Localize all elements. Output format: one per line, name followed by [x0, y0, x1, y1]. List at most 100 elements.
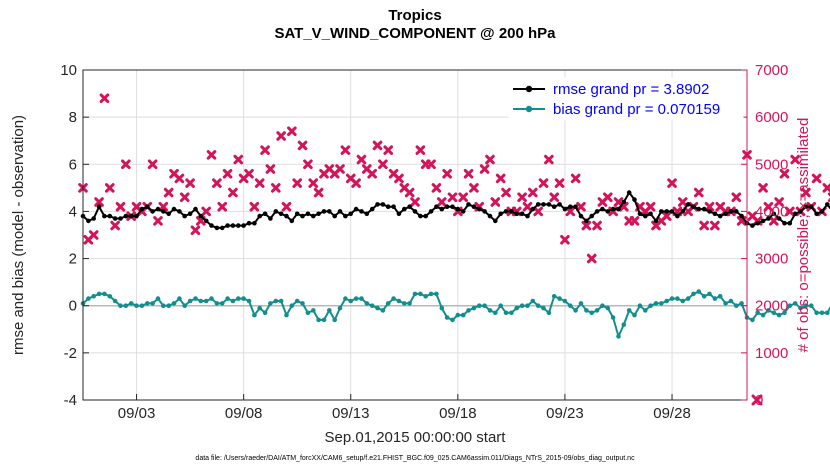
- rmse-point: [750, 223, 755, 228]
- bias-point: [621, 322, 627, 327]
- obs-point: [490, 197, 501, 207]
- legend-bias-marker: [525, 105, 533, 113]
- rmse-point: [327, 209, 332, 214]
- left-y-tick-label: 2: [69, 251, 77, 268]
- rmse-point: [643, 213, 648, 219]
- rmse-point: [450, 204, 455, 209]
- bias-point: [278, 298, 284, 304]
- obs-point: [394, 173, 404, 184]
- rmse-point: [675, 213, 680, 219]
- rmse-point: [257, 213, 263, 219]
- bias-point: [134, 303, 139, 309]
- rmse-point: [562, 206, 568, 212]
- bias-point: [155, 296, 161, 301]
- series-rmse: [80, 190, 830, 231]
- bias-point: [219, 301, 225, 306]
- obs-point: [201, 206, 211, 217]
- rmse-point: [332, 213, 338, 219]
- rmse-point: [359, 209, 364, 214]
- rmse-point: [444, 204, 450, 209]
- obs-point: [581, 220, 592, 231]
- rmse-point: [166, 211, 171, 217]
- bias-point: [327, 308, 332, 313]
- bias-point: [262, 310, 268, 316]
- bias-point: [637, 303, 643, 309]
- bias-point: [268, 301, 273, 306]
- bias-point: [482, 303, 487, 309]
- bias-point: [503, 310, 509, 316]
- obs-point: [431, 183, 442, 193]
- rmse-point: [685, 202, 691, 207]
- obs-point: [758, 183, 768, 193]
- rmse-point: [728, 209, 734, 214]
- bias-point: [460, 312, 466, 318]
- legend-bias-label: bias grand pr = 0.070159: [553, 101, 720, 118]
- obs-point: [811, 173, 822, 184]
- rmse-point: [477, 206, 482, 212]
- obs-point: [222, 168, 233, 179]
- bias-point: [385, 301, 391, 306]
- bias-point: [257, 305, 263, 311]
- bias-point: [819, 310, 825, 316]
- rmse-point: [701, 206, 707, 212]
- bias-point: [573, 308, 578, 313]
- bias-point: [562, 298, 568, 304]
- chart-title-line1: Tropics: [388, 7, 441, 24]
- bias-point: [605, 305, 611, 311]
- bias-point: [444, 315, 450, 320]
- rmse-point: [584, 218, 589, 224]
- bias-point: [343, 296, 348, 301]
- bias-point: [584, 308, 589, 313]
- bias-point: [535, 303, 541, 309]
- rmse-point: [311, 213, 316, 219]
- bias-point: [803, 303, 809, 309]
- rmse-point: [648, 211, 653, 217]
- obs-point: [308, 178, 319, 188]
- bias-point: [685, 296, 691, 301]
- bias-point: [418, 291, 423, 297]
- bias-point: [380, 308, 386, 313]
- rmse-point: [193, 206, 198, 212]
- obs-point: [270, 183, 281, 193]
- bias-point: [150, 301, 155, 306]
- bias-point: [477, 303, 482, 309]
- rmse-point: [134, 213, 139, 219]
- bias-point: [96, 291, 102, 297]
- rmse-point: [439, 206, 445, 212]
- obs-point: [260, 145, 270, 155]
- rmse-point: [225, 223, 230, 228]
- obs-point: [367, 168, 377, 179]
- rmse-point: [471, 204, 477, 209]
- rmse-point: [594, 209, 600, 214]
- rmse-point: [236, 223, 241, 228]
- obs-point: [694, 187, 704, 198]
- rmse-point: [771, 211, 777, 217]
- rmse-point: [300, 213, 305, 219]
- footnote-data-file: data file: /Users/raeder/DAI/ATM_forcXX/…: [195, 455, 635, 462]
- obs-point: [228, 187, 238, 198]
- obs-point: [190, 225, 201, 236]
- left-y-tick-label: 0: [69, 298, 77, 315]
- x-tick-label: 09/18: [439, 405, 477, 422]
- bias-point: [321, 317, 327, 323]
- obs-point: [372, 140, 383, 151]
- rmse-point: [209, 223, 214, 228]
- right-y-tick-label: 7000: [755, 62, 788, 79]
- bias-point: [412, 291, 418, 297]
- x-tick-label: 09/08: [225, 405, 263, 422]
- rmse-point: [150, 209, 155, 214]
- obs-point: [661, 211, 672, 221]
- obs-point: [677, 197, 688, 207]
- left-y-tick-label: -4: [64, 392, 77, 409]
- bias-point: [353, 296, 359, 301]
- obs-point: [533, 206, 543, 217]
- obs-point: [244, 168, 254, 179]
- bias-point: [107, 294, 113, 299]
- obs-point: [586, 253, 597, 264]
- rmse-point: [814, 211, 819, 217]
- obs-point: [303, 159, 313, 170]
- left-y-axis-label: rmse and bias (model - observation): [10, 115, 27, 355]
- bias-point: [450, 317, 455, 323]
- obs-point: [287, 126, 297, 137]
- obs-point: [463, 168, 474, 179]
